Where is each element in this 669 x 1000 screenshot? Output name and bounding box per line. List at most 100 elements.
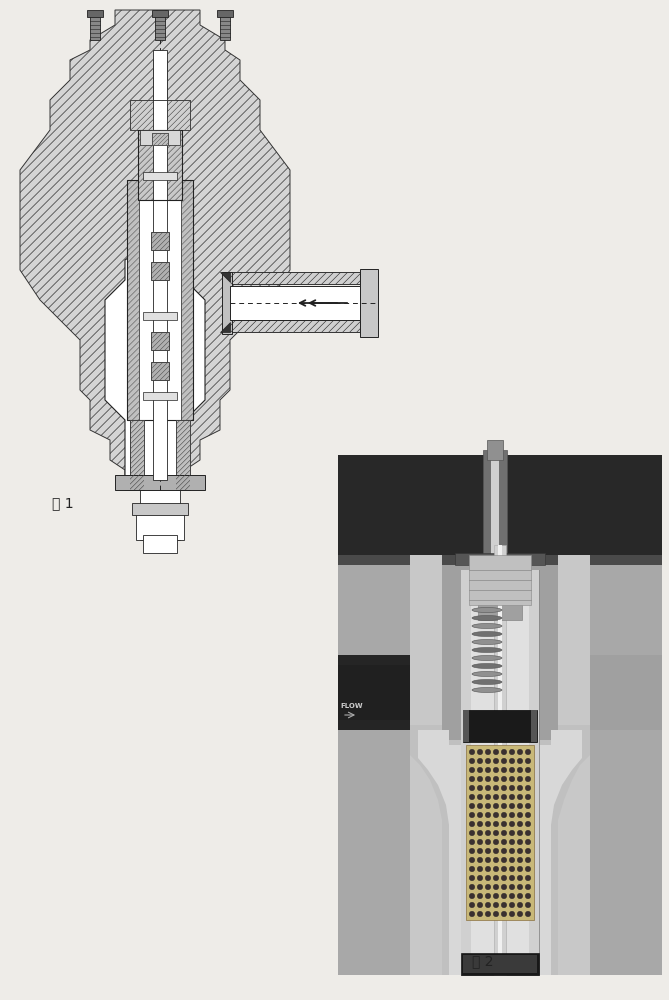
Bar	[531, 710, 537, 742]
Circle shape	[469, 830, 475, 836]
Circle shape	[517, 794, 522, 800]
Bar	[130, 420, 190, 490]
Bar	[491, 450, 499, 560]
Ellipse shape	[472, 624, 502, 629]
Circle shape	[493, 857, 499, 863]
Circle shape	[501, 857, 507, 863]
Circle shape	[525, 884, 531, 890]
Bar	[463, 710, 537, 742]
Circle shape	[469, 884, 475, 890]
Circle shape	[477, 830, 483, 836]
Bar	[494, 545, 506, 975]
Circle shape	[469, 785, 475, 791]
Polygon shape	[138, 130, 182, 200]
Text: 图 1: 图 1	[52, 496, 74, 510]
Ellipse shape	[472, 599, 502, 604]
Circle shape	[517, 875, 522, 881]
Circle shape	[469, 902, 475, 908]
Circle shape	[517, 893, 522, 899]
Circle shape	[493, 911, 499, 917]
Bar	[558, 555, 590, 975]
Circle shape	[501, 848, 507, 854]
Bar	[338, 555, 662, 565]
Bar	[498, 545, 502, 975]
Bar	[338, 455, 662, 975]
Polygon shape	[105, 200, 205, 490]
Circle shape	[477, 821, 483, 827]
Circle shape	[493, 776, 499, 782]
Circle shape	[477, 812, 483, 818]
Circle shape	[525, 839, 531, 845]
Circle shape	[509, 794, 515, 800]
Circle shape	[485, 758, 491, 764]
Circle shape	[485, 803, 491, 809]
Circle shape	[517, 821, 522, 827]
Circle shape	[517, 839, 522, 845]
Circle shape	[485, 776, 491, 782]
Bar	[471, 570, 529, 975]
Circle shape	[517, 758, 522, 764]
Circle shape	[525, 830, 531, 836]
Circle shape	[485, 749, 491, 755]
Circle shape	[469, 758, 475, 764]
Circle shape	[525, 821, 531, 827]
Bar	[338, 665, 410, 720]
Circle shape	[517, 902, 522, 908]
Circle shape	[477, 884, 483, 890]
Circle shape	[509, 758, 515, 764]
Circle shape	[477, 875, 483, 881]
Circle shape	[509, 884, 515, 890]
Circle shape	[525, 866, 531, 872]
Polygon shape	[410, 725, 590, 975]
Circle shape	[469, 875, 475, 881]
Circle shape	[469, 893, 475, 899]
Bar	[90, 12, 100, 40]
Circle shape	[469, 848, 475, 854]
Bar	[140, 130, 180, 145]
Bar	[487, 440, 503, 460]
Bar	[483, 450, 507, 560]
Circle shape	[501, 875, 507, 881]
Circle shape	[509, 848, 515, 854]
Bar	[127, 180, 193, 420]
Polygon shape	[151, 332, 169, 350]
Circle shape	[469, 776, 475, 782]
Circle shape	[509, 893, 515, 899]
Circle shape	[509, 803, 515, 809]
Bar	[87, 10, 103, 17]
Bar	[230, 286, 360, 320]
Circle shape	[501, 821, 507, 827]
Circle shape	[493, 758, 499, 764]
Bar	[590, 655, 662, 730]
Circle shape	[477, 902, 483, 908]
Circle shape	[493, 821, 499, 827]
Circle shape	[525, 902, 531, 908]
Bar	[562, 555, 662, 975]
Circle shape	[493, 785, 499, 791]
Circle shape	[501, 758, 507, 764]
Circle shape	[469, 839, 475, 845]
Bar	[463, 710, 469, 742]
Bar	[466, 745, 534, 920]
Circle shape	[517, 749, 522, 755]
Polygon shape	[20, 10, 290, 490]
Circle shape	[501, 893, 507, 899]
Bar	[338, 455, 662, 560]
Circle shape	[517, 803, 522, 809]
Circle shape	[469, 803, 475, 809]
Circle shape	[509, 812, 515, 818]
Circle shape	[493, 848, 499, 854]
Text: 图 2: 图 2	[472, 954, 494, 968]
Circle shape	[493, 902, 499, 908]
Bar	[220, 12, 230, 40]
Circle shape	[469, 857, 475, 863]
Polygon shape	[152, 133, 168, 145]
Circle shape	[469, 866, 475, 872]
Circle shape	[477, 785, 483, 791]
Circle shape	[501, 794, 507, 800]
Circle shape	[509, 767, 515, 773]
Circle shape	[493, 803, 499, 809]
Bar	[469, 555, 531, 605]
Ellipse shape	[472, 640, 502, 645]
Circle shape	[477, 758, 483, 764]
